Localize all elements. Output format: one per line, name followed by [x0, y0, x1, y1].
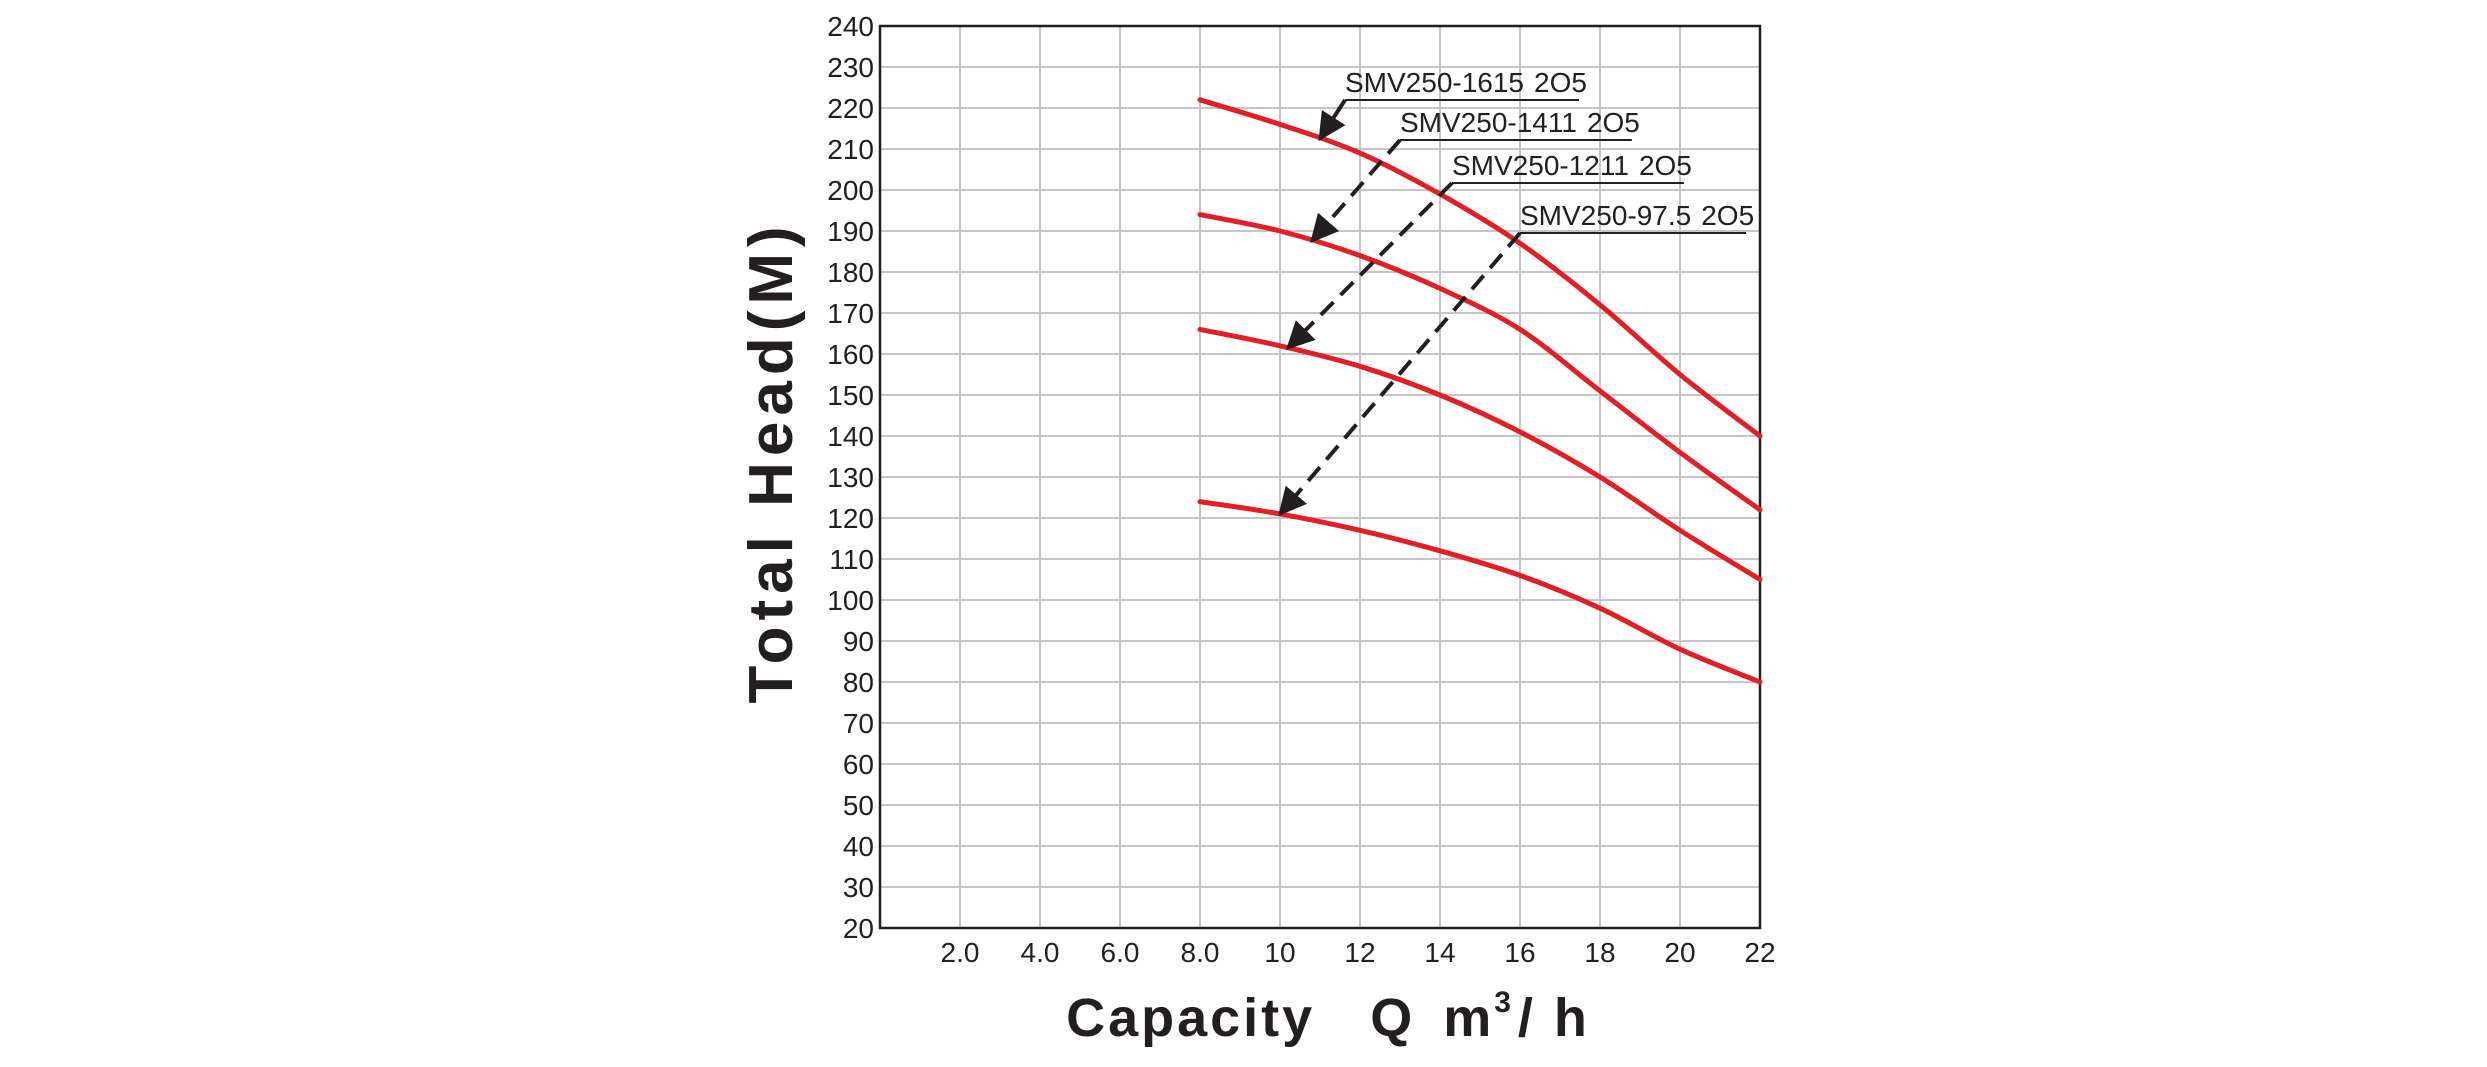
y-tick-label: 220 [827, 93, 874, 124]
y-tick-label: 160 [827, 339, 874, 370]
y-tick-label: 30 [843, 872, 874, 903]
series-line [1197, 97, 1763, 439]
y-tick-label: 190 [827, 216, 874, 247]
series-line [1197, 499, 1763, 685]
x-tick-label: 10 [1264, 937, 1295, 968]
series-line [1197, 212, 1763, 513]
x-tick-label: 4.0 [1021, 937, 1060, 968]
y-tick-label: 50 [843, 790, 874, 821]
series-label-model: SMV250-1411 [1400, 107, 1577, 138]
x-tick-labels: 2.0 4.0 6.0 8.0 10 12 14 16 18 20 22 [941, 937, 1776, 968]
y-tick-label: 240 [827, 11, 874, 42]
y-axis-title: Total Head(M) [737, 220, 806, 703]
y-tick-label: 140 [827, 421, 874, 452]
y-tick-label: 100 [827, 585, 874, 616]
series-label: SMV250-97.5 2O5 [1520, 200, 1754, 231]
y-tick-label: 230 [827, 52, 874, 83]
series-line [1197, 326, 1763, 582]
y-tick-label: 20 [843, 913, 874, 944]
x-tick-label: 16 [1504, 937, 1535, 968]
y-tick-label: 180 [827, 257, 874, 288]
series-annotations: SMV250-1615 2O5 SMV250-1411 2O5 SMV250-1211 2… [1278, 67, 1754, 517]
series-label: SMV250-1411 2O5 [1400, 107, 1640, 138]
y-tick-label: 110 [829, 544, 874, 575]
series-label: SMV250-1211 2O5 [1452, 150, 1692, 181]
y-tick-label: 170 [827, 298, 874, 329]
x-axis-title-unit-sup: 3 [1494, 986, 1514, 1019]
y-tick-labels: 20 30 40 50 60 70 80 90 100 110 120 130 140 150 160 170… [827, 11, 874, 944]
series-label-suffix: 2O5 [1639, 150, 1692, 181]
y-tick-label: 70 [843, 708, 874, 739]
x-tick-label: 14 [1424, 937, 1455, 968]
series-label-suffix: 2O5 [1534, 67, 1587, 98]
x-tick-label: 8.0 [1181, 937, 1220, 968]
y-tick-label: 90 [843, 626, 874, 657]
y-tick-label: 130 [827, 462, 874, 493]
series-label-model: SMV250-97.5 [1520, 200, 1691, 231]
x-tick-label: 22 [1744, 937, 1775, 968]
series-label-model: SMV250-1615 [1345, 67, 1524, 98]
y-tick-label: 150 [827, 380, 874, 411]
series-label-arrow [1286, 181, 1454, 350]
series-label-model: SMV250-1211 [1452, 150, 1629, 181]
series-label-suffix: 2O5 [1587, 107, 1640, 138]
series-label-arrow [1310, 138, 1402, 243]
series-label: SMV250-1615 2O5 [1345, 67, 1587, 98]
y-tick-label: 60 [843, 749, 874, 780]
series-label-arrow [1278, 231, 1522, 517]
x-axis-title-unit: m [1443, 988, 1494, 1048]
y-tick-label: 40 [843, 831, 874, 862]
series-label-suffix: 2O5 [1701, 200, 1754, 231]
plot-frame [878, 24, 1762, 930]
y-tick-label: 120 [827, 503, 874, 534]
x-tick-label: 18 [1584, 937, 1615, 968]
x-tick-label: 12 [1344, 937, 1375, 968]
x-tick-label: 2.0 [941, 937, 980, 968]
y-tick-label: 210 [827, 134, 874, 165]
x-axis-title-var: Q [1370, 988, 1415, 1048]
y-tick-label: 200 [827, 175, 874, 206]
series-lines [1197, 97, 1763, 685]
y-tick-label: 80 [843, 667, 874, 698]
x-tick-label: 20 [1664, 937, 1695, 968]
series-label-arrow [1318, 98, 1347, 142]
x-tick-label: 6.0 [1101, 937, 1140, 968]
x-axis-title-unit-rest: / h [1518, 988, 1590, 1048]
x-axis-title-main: Capacity [1066, 988, 1315, 1048]
